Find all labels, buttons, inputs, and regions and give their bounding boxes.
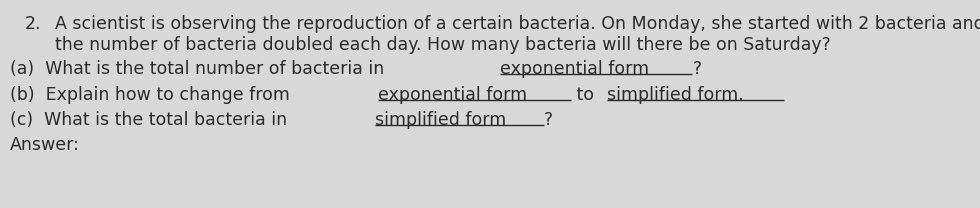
Text: exponential form: exponential form <box>378 86 527 104</box>
Text: (b)  Explain how to change from: (b) Explain how to change from <box>10 86 295 104</box>
Text: exponential form: exponential form <box>500 60 649 78</box>
Text: simplified form.: simplified form. <box>608 86 744 104</box>
Text: to: to <box>570 86 599 104</box>
Text: to: to <box>570 86 599 104</box>
Text: ?: ? <box>544 111 553 129</box>
Text: (c)  What is the total bacteria in: (c) What is the total bacteria in <box>10 111 293 129</box>
Text: simplified form: simplified form <box>374 111 506 129</box>
Text: ?: ? <box>693 60 702 78</box>
Text: simplified form.: simplified form. <box>608 86 744 104</box>
Text: A scientist is observing the reproduction of a certain bacteria. On Monday, she : A scientist is observing the reproductio… <box>55 15 980 33</box>
Text: (b)  Explain how to change from: (b) Explain how to change from <box>10 86 295 104</box>
Text: (a)  What is the total number of bacteria in: (a) What is the total number of bacteria… <box>10 60 390 78</box>
Text: exponential form: exponential form <box>378 86 527 104</box>
Text: (a)  What is the total number of bacteria in: (a) What is the total number of bacteria… <box>10 60 390 78</box>
Text: simplified form: simplified form <box>374 111 506 129</box>
Text: 2.: 2. <box>25 15 41 33</box>
Text: (c)  What is the total bacteria in: (c) What is the total bacteria in <box>10 111 293 129</box>
Text: the number of bacteria doubled each day. How many bacteria will there be on Satu: the number of bacteria doubled each day.… <box>55 36 831 54</box>
Text: Answer:: Answer: <box>10 136 80 154</box>
Text: exponential form: exponential form <box>500 60 649 78</box>
